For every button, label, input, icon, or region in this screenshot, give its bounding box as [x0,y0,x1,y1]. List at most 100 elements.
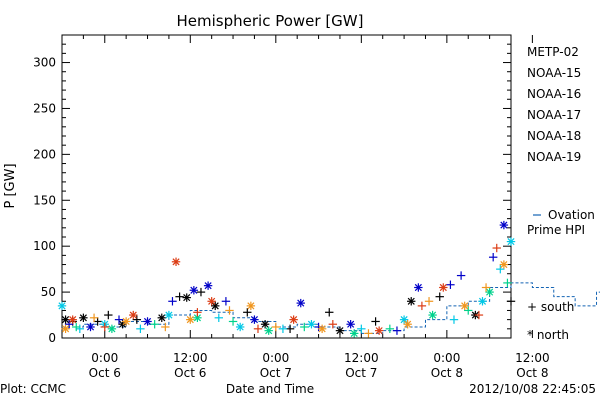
y-tick-label: 250 [33,101,56,115]
south-marker [456,271,466,280]
chart-title: Hemispheric Power [GW] [177,12,364,30]
north-marker [439,283,448,292]
legend-symbol: + south [527,300,574,314]
x-tick-date-label: Oct 7 [345,366,377,380]
north-marker [296,298,305,308]
north-marker [171,257,181,266]
north-marker [182,293,191,302]
south-marker [150,320,159,329]
south-marker [325,308,334,317]
north-marker [246,301,256,311]
north-marker [264,326,273,335]
south-marker [392,326,402,335]
south-marker [100,322,109,332]
x-tick-date-label: Oct 7 [260,366,292,380]
north-marker [506,237,516,246]
north-marker [399,315,409,324]
y-tick-label: 50 [41,285,56,299]
south-marker [196,287,206,297]
north-marker [61,315,70,324]
north-marker [499,260,509,269]
north-marker [335,326,345,335]
north-marker [485,287,494,297]
south-marker [446,280,455,289]
south-marker [161,322,170,332]
north-marker [374,326,384,335]
north-marker [407,297,416,306]
x-tick-date-label: Oct 6 [89,366,121,380]
south-marker [364,329,373,338]
x-axis-label: Date and Time [226,382,314,396]
south-marker [104,310,113,320]
north-marker [289,315,298,324]
north-marker [211,301,220,311]
south-marker [168,297,177,306]
south-marker [285,324,295,334]
north-marker [478,297,487,306]
x-tick-time-label: 12:00 [515,351,550,365]
south-marker [328,320,338,329]
data-markers [57,220,516,338]
y-tick-label: 300 [33,56,56,70]
y-axis: 0 50 100 150 200 250 300 [33,43,511,345]
north-marker [250,315,259,324]
y-tick-label: 150 [33,193,56,207]
south-marker [75,324,85,334]
north-marker [143,317,152,326]
north-marker [129,310,138,320]
north-marker [460,301,469,311]
north-marker [79,313,88,322]
south-marker [492,243,501,253]
north-marker [414,283,423,292]
south-marker [132,315,142,324]
north-marker [164,310,174,320]
x-tick-time-label: 12:00 [344,351,379,365]
south-marker [228,317,238,326]
south-marker [175,292,184,301]
y-axis-label: P [GW] [3,163,18,208]
y-tick-label: 200 [33,147,56,161]
south-marker [357,324,366,334]
south-marker [371,317,380,326]
south-marker [243,308,252,317]
ovation-legend-label: Prime HPI [527,223,585,237]
north-marker [499,220,509,230]
y-tick-label: 0 [48,331,56,345]
x-tick-date-label: Oct 8 [431,366,463,380]
legend-entry: NOAA-16 [527,87,581,101]
footer-plot-source: Plot: CCMC [0,382,66,396]
north-marker [403,320,412,329]
south-marker [221,297,231,306]
north-marker [121,317,131,326]
south-marker [449,315,459,324]
y-tick-label: 100 [33,239,56,253]
north-marker [350,329,359,338]
x-tick-time-label: 12:00 [173,351,208,365]
legend-entry: METP-02 [527,45,579,59]
north-marker [235,322,245,332]
south-marker [93,317,102,326]
south-marker [417,301,427,311]
legend-symbol: * north [527,328,569,342]
south-marker [503,278,512,288]
north-marker [189,286,199,295]
north-marker [186,315,195,324]
north-marker [207,297,216,306]
south-marker [253,324,263,334]
north-marker [107,324,117,334]
north-marker [57,301,67,311]
south-marker [271,322,281,332]
south-marker [424,297,434,306]
south-marker [214,313,223,322]
x-tick-time-label: 0:00 [91,351,118,365]
south-marker [72,322,81,332]
x-tick-time-label: 0:00 [262,351,289,365]
north-marker [68,315,77,324]
south-marker [464,306,473,315]
north-marker [317,324,327,334]
south-marker [488,253,498,262]
x-tick-time-label: 0:00 [433,351,460,365]
south-marker [193,308,202,317]
